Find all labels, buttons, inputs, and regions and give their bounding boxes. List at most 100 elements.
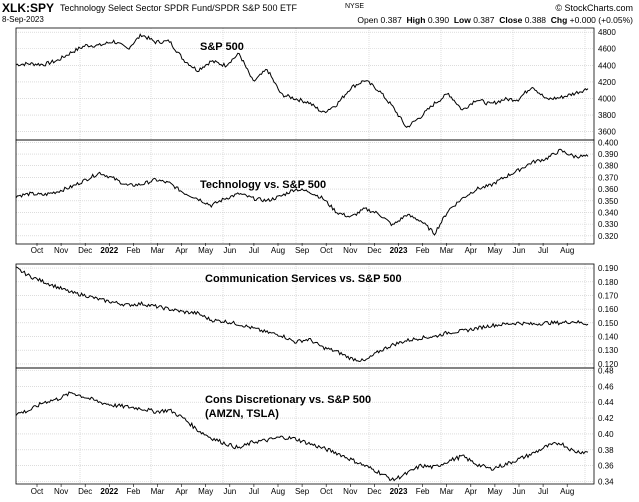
y-tick-label: 0.180 [598,278,619,287]
y-tick-label: 0.400 [598,138,619,147]
y-tick-label: 3800 [598,111,616,120]
panel-title: Communication Services vs. S&P 500 [205,273,402,285]
series-line [15,33,589,128]
x-tick-label: Aug [271,246,285,255]
x-tick-label: Jul [249,246,259,255]
x-tick-label: Jun [513,246,526,255]
y-tick-label: 0.370 [598,173,619,182]
panel-title: Cons Discretionary vs. S&P 500 [205,394,371,406]
y-tick-label: 4800 [598,28,616,37]
x-tick-label: Feb [416,487,430,496]
y-tick-label: 0.36 [598,462,614,471]
panel-frame [15,139,595,245]
panel-subtitle: (AMZN, TSLA) [205,408,279,420]
x-tick-label: Feb [127,246,141,255]
x-tick-label: Mar [440,487,454,496]
close-label: Close [499,15,523,25]
y-tick-label: 3600 [598,128,616,137]
quote-summary: Open 0.387 High 0.390 Low 0.387 Close 0.… [357,15,633,25]
x-tick-label: Jul [538,487,548,496]
chart-date: 8-Sep-2023 [2,15,44,24]
open-value: 0.387 [380,15,402,25]
y-tick-label: 0.170 [598,291,619,300]
open-label: Open [357,15,379,25]
y-tick-label: 0.340 [598,208,619,217]
y-tick-label: 0.34 [598,478,614,487]
y-tick-label: 0.330 [598,220,619,229]
x-axis-2: Oct Nov Dec 2022 Feb Mar Apr May Jun Jul Aug Sep Oct… [31,484,574,496]
panel-4: 0.34 0.36 0.38 0.40 0.42 0.44 0.46 0.48 Cons Dis… [15,366,614,487]
chg-value: +0.000 (+0.05%) [569,15,633,25]
y-tick-label: 0.38 [598,446,614,455]
y-tick-label: 0.360 [598,185,619,194]
panel-2: 0.320 0.330 0.340 0.350 0.360 0.370 0.380 0.390… [15,138,619,245]
x-tick-label: Feb [416,246,430,255]
x-tick-label: May [487,487,502,496]
panel-title: S&P 500 [200,41,244,53]
x-tick-label: Aug [560,246,574,255]
brand-credit: © StockCharts.com [555,3,633,13]
x-tick-label: Apr [465,246,478,255]
x-tick-label: 2023 [390,487,408,496]
x-tick-label: May [198,487,213,496]
x-tick-label: Sep [295,487,310,496]
x-tick-label: Oct [31,487,44,496]
y-tick-label: 0.44 [598,398,614,407]
symbol-name: Technology Select Sector SPDR Fund/SPDR … [60,3,297,13]
x-tick-label: Dec [78,487,92,496]
y-tick-label: 0.350 [598,197,619,206]
x-tick-label: Dec [367,246,381,255]
y-tick-label: 0.130 [598,346,619,355]
x-tick-label: Oct [320,487,333,496]
x-tick-label: Jul [249,487,259,496]
y-tick-label: 0.190 [598,264,619,273]
y-tick-label: 4000 [598,95,616,104]
y-tick-label: 0.390 [598,150,619,159]
y-tick-label: 0.380 [598,162,619,171]
x-tick-label: 2023 [390,246,408,255]
y-tick-label: 0.120 [598,360,619,369]
y-tick-label: 0.40 [598,430,614,439]
x-tick-label: 2022 [100,246,118,255]
x-tick-label: Jul [538,246,548,255]
x-tick-label: Nov [343,487,357,496]
x-tick-label: Apr [465,487,478,496]
low-label: Low [453,15,471,25]
y-tick-label: 0.46 [598,382,614,391]
x-tick-label: Dec [367,487,381,496]
y-tick-label: 0.160 [598,305,619,314]
high-label: High [406,15,426,25]
x-tick-label: May [487,246,502,255]
y-tick-label: 0.42 [598,414,614,423]
x-tick-label: Nov [343,246,357,255]
chg-label: Chg [550,15,568,25]
high-value: 0.390 [427,15,450,25]
symbol-title: XLK:SPY [2,1,55,15]
x-tick-label: Jun [223,487,236,496]
x-tick-label: Feb [127,487,141,496]
x-tick-label: Nov [54,487,68,496]
series-line [15,148,589,236]
panel-1: 3600 3800 4000 4200 4400 4600 4800 S&P 500 [15,27,616,141]
x-tick-label: Mar [151,487,165,496]
x-tick-label: Nov [54,246,68,255]
x-tick-label: Aug [560,487,574,496]
x-axis-1: Oct Nov Dec 2022 Feb Mar Apr May Jun Jul Aug Sep Oct… [31,243,574,255]
low-value: 0.387 [473,15,495,25]
close-value: 0.388 [524,15,547,25]
series-line [15,391,589,482]
x-tick-label: Oct [320,246,333,255]
x-tick-label: Apr [175,487,188,496]
y-tick-label: 0.320 [598,232,619,241]
series-line [15,266,589,363]
x-tick-label: 2022 [100,487,118,496]
x-tick-label: Apr [175,246,188,255]
x-tick-label: Jun [513,487,526,496]
panel-title: Technology vs. S&P 500 [200,179,326,191]
x-tick-label: Oct [31,246,44,255]
x-tick-label: May [198,246,213,255]
x-tick-label: Dec [78,246,92,255]
x-tick-label: Sep [295,246,310,255]
